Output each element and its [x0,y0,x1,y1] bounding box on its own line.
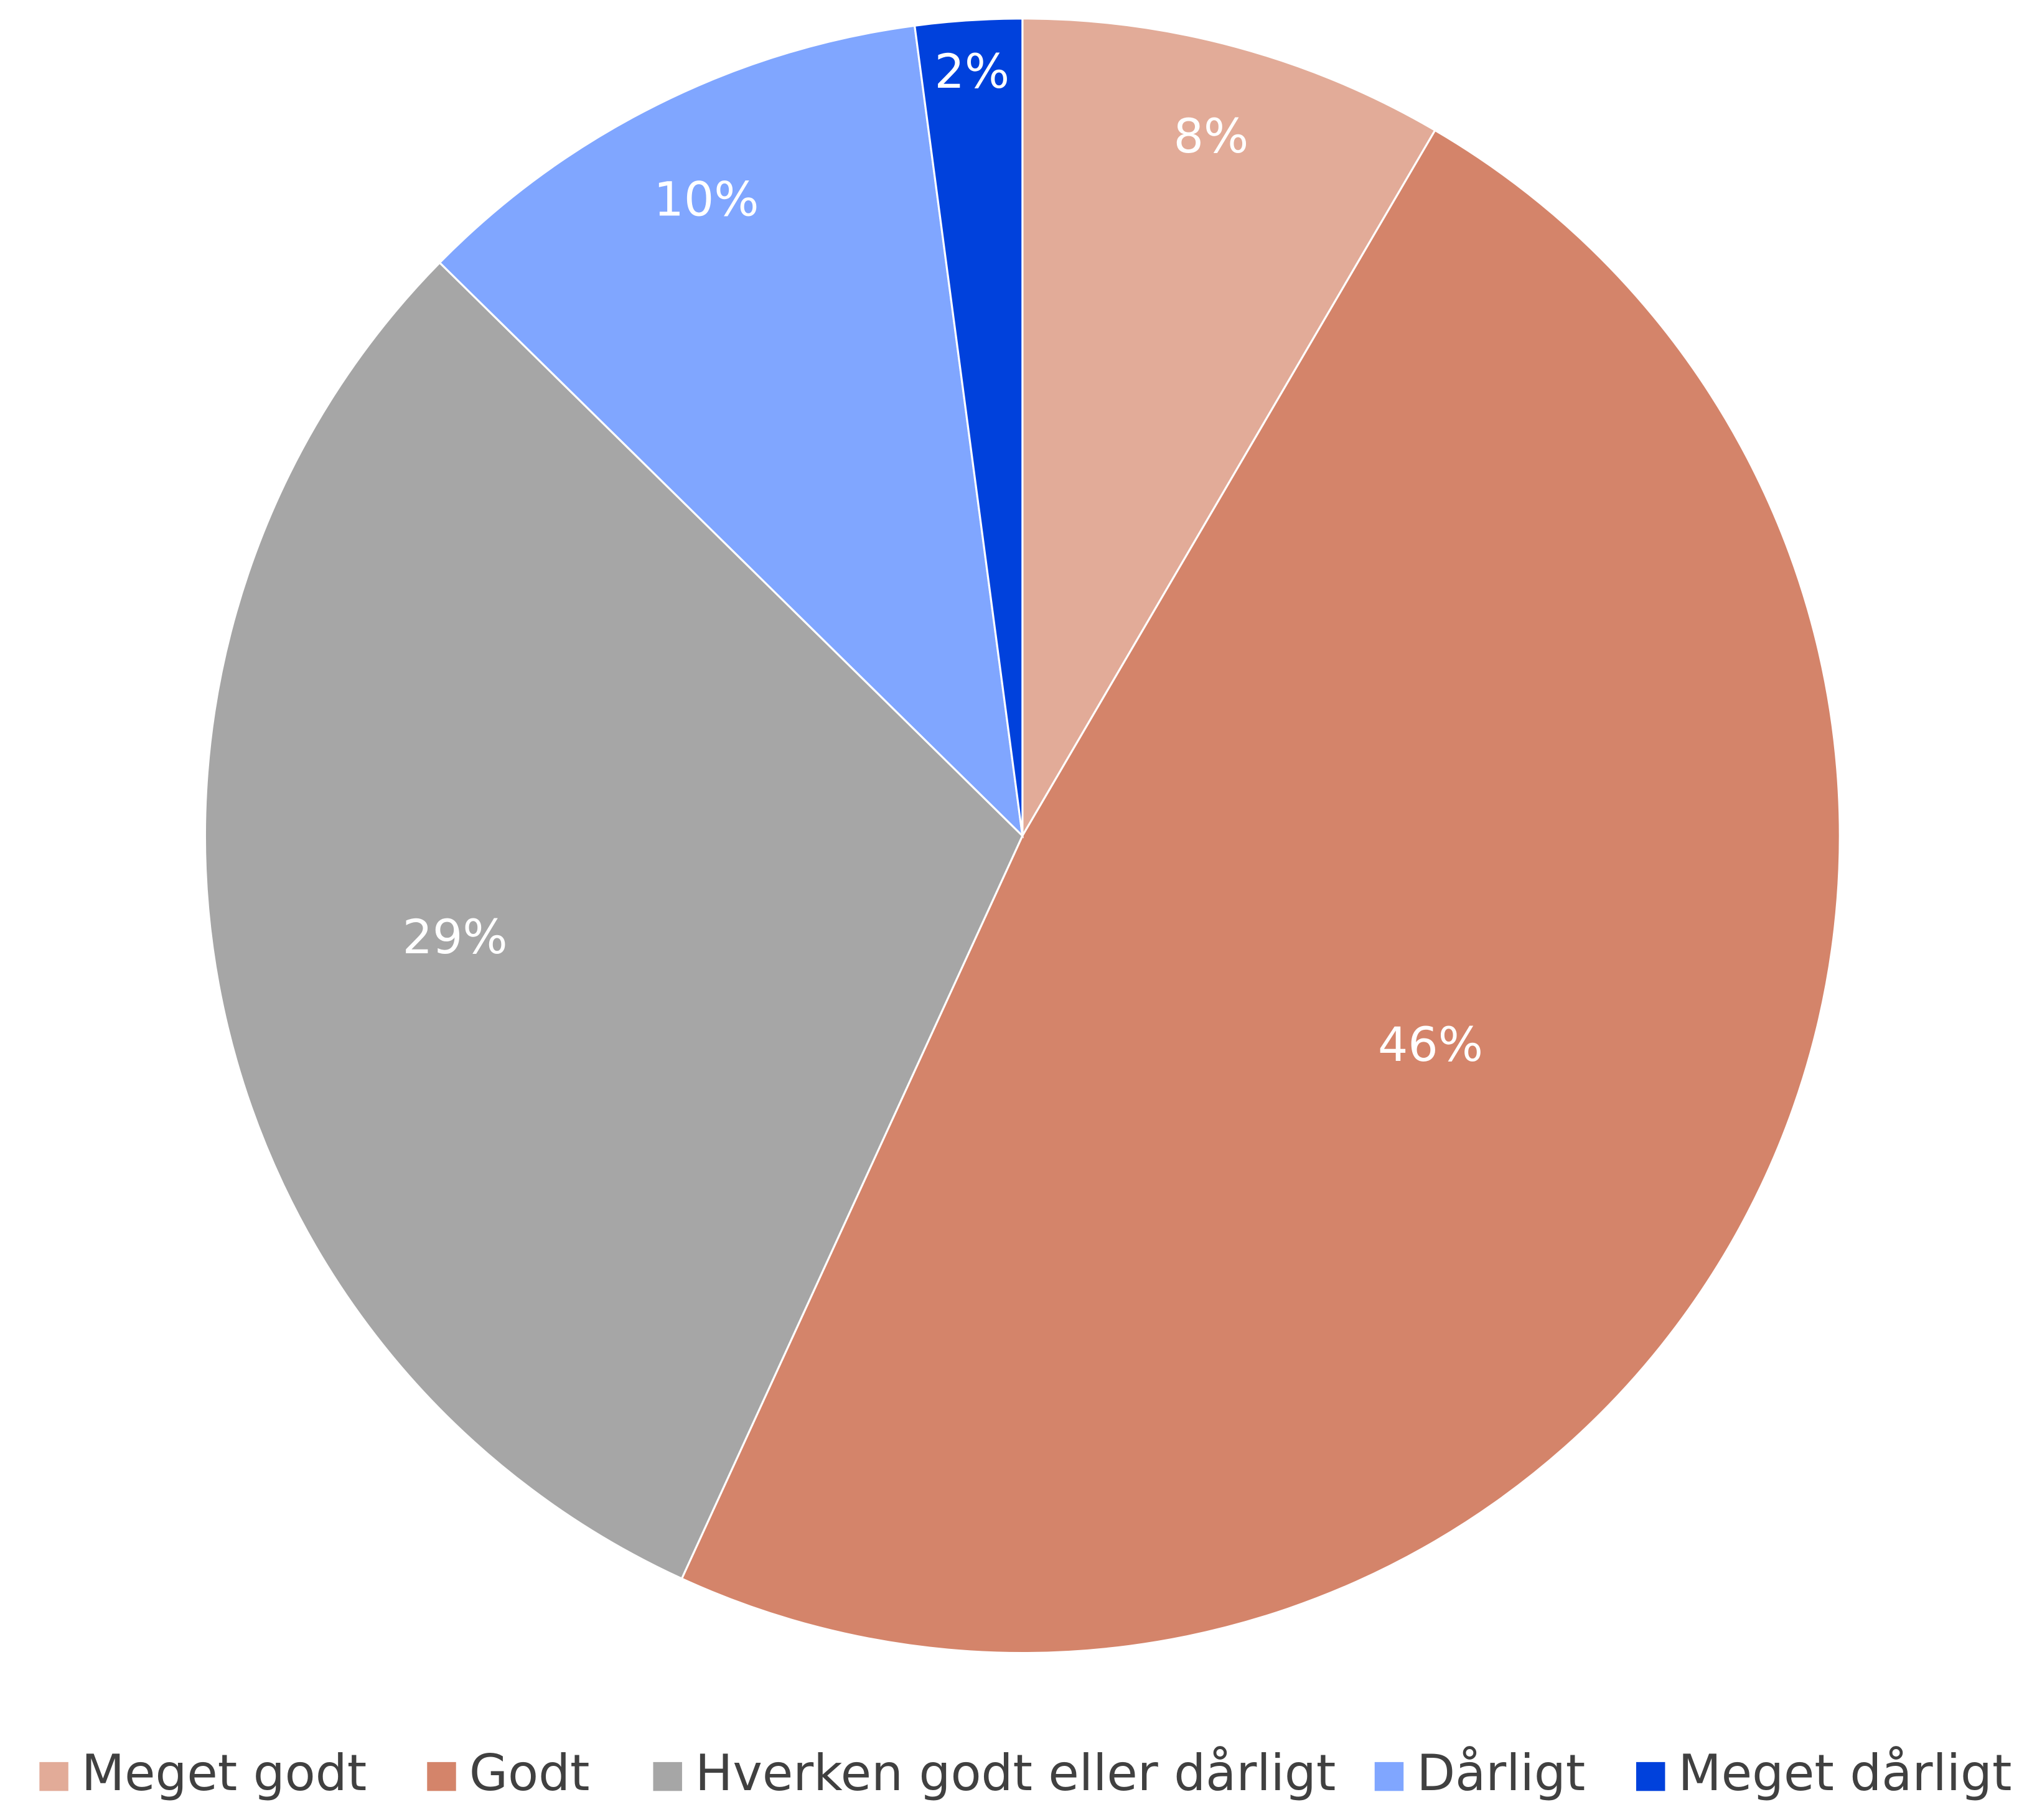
legend-swatch [39,1762,68,1791]
pie-slice [1021,17,1436,840]
pie-slice [204,261,1024,1580]
data-label: 10% [654,172,759,227]
data-label: 2% [935,44,1010,99]
legend-swatch [1374,1762,1404,1791]
pie-slice [680,129,1841,1654]
data-label: 29% [403,909,508,964]
pie-slice [913,17,1024,836]
legend-label: Dårligt [1417,1744,1585,1802]
data-label: 46% [1378,1017,1483,1072]
data-label: 8% [1174,108,1249,164]
pie-slice [438,24,1024,839]
legend-label: Hverken godt eller dårligt [695,1744,1336,1802]
legend-label: Meget dårligt [1679,1744,2012,1802]
legend-label: Meget godt [82,1744,367,1802]
legend-swatch [1636,1762,1665,1791]
legend-label: Godt [469,1744,590,1802]
legend-swatch [427,1762,456,1791]
legend-swatch [653,1762,682,1791]
